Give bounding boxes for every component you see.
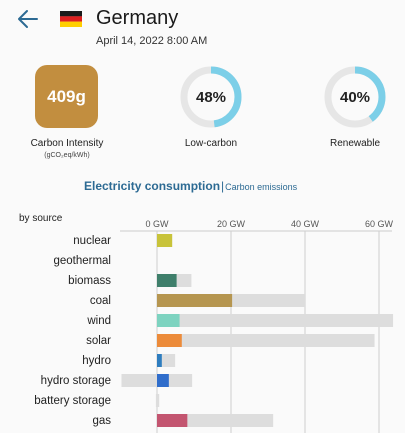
value-bar: [157, 374, 169, 387]
value-bar: [157, 314, 180, 327]
by-source-label: by source: [19, 213, 63, 224]
carbon-intensity-unit: (gCO₂eq/kWh): [44, 152, 90, 159]
category-label: hydro: [82, 355, 111, 367]
section-title: Electricity consumption|Carbon emissions: [84, 179, 297, 193]
category-label: biomass: [68, 275, 111, 287]
tick-label: 60 GW: [365, 219, 394, 229]
category-label: nuclear: [73, 235, 111, 247]
value-bar: [157, 334, 182, 347]
zone-name: Germany: [96, 7, 179, 29]
category-label: geothermal: [53, 255, 111, 267]
carbon-emissions-link[interactable]: Carbon emissions: [225, 182, 298, 192]
tick-label: 40 GW: [291, 219, 320, 229]
carbon-intensity-label: Carbon Intensity: [30, 138, 104, 149]
datetime: April 14, 2022 8:00 AM: [96, 35, 208, 47]
value-bar: [157, 294, 233, 307]
renewable-label: Renewable: [329, 138, 381, 149]
tick-label: 20 GW: [217, 219, 246, 229]
low-carbon-value: 48%: [195, 88, 227, 106]
carbon-intensity-badge: 409g: [35, 65, 98, 128]
value-bar: [157, 274, 177, 287]
category-label: coal: [90, 295, 111, 307]
consumption-tab[interactable]: Electricity consumption: [84, 179, 221, 193]
category-label: hydro storage: [41, 375, 111, 387]
germany-flag-icon: [60, 11, 82, 27]
capacity-bar: [157, 334, 375, 347]
capacity-bar: [157, 314, 394, 327]
tick-label: 0 GW: [145, 219, 169, 229]
category-label: solar: [86, 335, 111, 347]
low-carbon-label: Low-carbon: [184, 138, 238, 149]
capacity-bar: [157, 394, 160, 407]
value-bar: [157, 234, 173, 247]
title-separator: |: [221, 179, 225, 193]
capacity-bar: [155, 394, 157, 407]
low-carbon-ring: 48%: [179, 65, 243, 129]
consumption-chart: 0 GW 20 GW 40 GW 60 GW nuclear geothermal biom…: [34, 219, 394, 433]
category-label: battery storage: [34, 395, 111, 407]
value-bar: [157, 354, 162, 367]
arrow-left-icon: [18, 10, 38, 28]
back-button[interactable]: [16, 8, 40, 30]
renewable-value: 40%: [339, 88, 371, 106]
capacity-bar: [121, 374, 157, 387]
renewable-ring: 40%: [323, 65, 387, 129]
value-bar: [157, 414, 188, 427]
category-label: wind: [86, 315, 111, 327]
category-label: gas: [92, 415, 111, 427]
